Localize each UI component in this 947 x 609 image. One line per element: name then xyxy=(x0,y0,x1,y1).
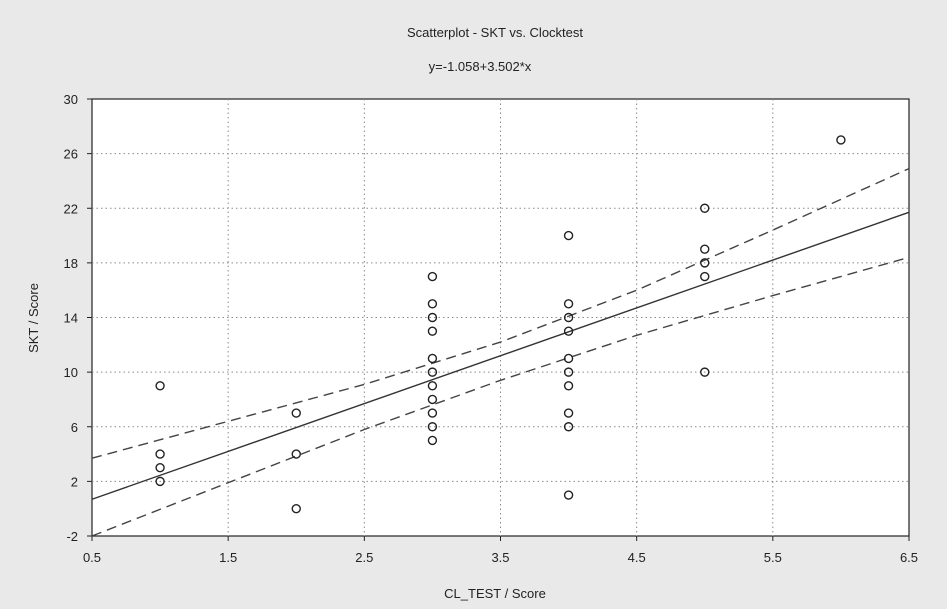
chart-title: Scatterplot - SKT vs. Clocktest xyxy=(407,25,583,40)
y-tick-label: 18 xyxy=(64,256,78,271)
x-tick-label: 2.5 xyxy=(355,550,373,565)
y-tick-label: 10 xyxy=(64,365,78,380)
y-tick-label: 2 xyxy=(71,474,78,489)
y-tick-label: -2 xyxy=(66,529,78,544)
x-tick-label: 4.5 xyxy=(628,550,646,565)
y-tick-label: 30 xyxy=(64,92,78,107)
y-tick-label: 26 xyxy=(64,147,78,162)
x-axis-label: CL_TEST / Score xyxy=(444,586,546,601)
x-tick-label: 3.5 xyxy=(491,550,509,565)
x-tick-label: 0.5 xyxy=(83,550,101,565)
y-axis-label: SKT / Score xyxy=(26,283,41,353)
y-tick-label: 22 xyxy=(64,201,78,216)
x-tick-label: 6.5 xyxy=(900,550,918,565)
y-tick-label: 6 xyxy=(71,420,78,435)
x-tick-label: 1.5 xyxy=(219,550,237,565)
chart-subtitle: y=-1.058+3.502*x xyxy=(429,59,532,74)
y-tick-label: 14 xyxy=(64,311,78,326)
x-tick-label: 5.5 xyxy=(764,550,782,565)
x-axis-ticks: 0.5 1.5 2.5 3.5 4.5 5.5 6.5 xyxy=(83,536,918,565)
